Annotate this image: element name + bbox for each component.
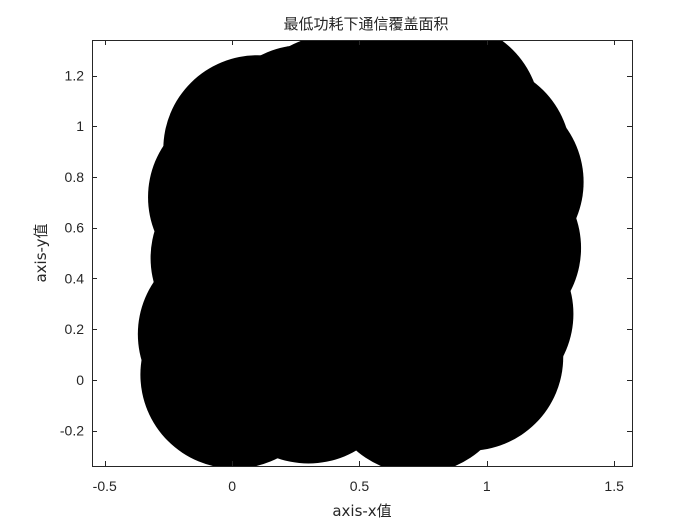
y-tick-label: 1.2	[65, 68, 85, 84]
axis-ticks: -0.5 0 0.5 1 1.5 -0.2 0 0.2 0.4 0.6 0.8 1 1.2	[60, 40, 632, 494]
coverage-circle-18	[252, 108, 441, 297]
y-tick-label: 0.8	[65, 169, 85, 185]
y-tick-label: 0.6	[65, 220, 85, 236]
y-axis-label: axis-y值	[32, 223, 50, 282]
y-tick-label: 0.4	[65, 270, 85, 286]
x-tick-label: 0.5	[350, 478, 370, 494]
x-tick-label: 1	[483, 478, 491, 494]
y-tick-label: 0	[76, 372, 84, 388]
x-axis-label: axis-x值	[332, 502, 391, 520]
x-tick-label: 0	[228, 478, 236, 494]
y-tick-label: 0.2	[65, 321, 85, 337]
coverage-circles	[137, 40, 584, 466]
plot-frame	[92, 40, 633, 467]
x-tick-label: 1.5	[604, 478, 624, 494]
chart-title: 最低功耗下通信覆盖面积	[283, 15, 448, 33]
x-tick-label: -0.5	[93, 478, 117, 494]
y-tick-label: -0.2	[60, 423, 84, 439]
y-tick-label: 1	[76, 118, 84, 134]
